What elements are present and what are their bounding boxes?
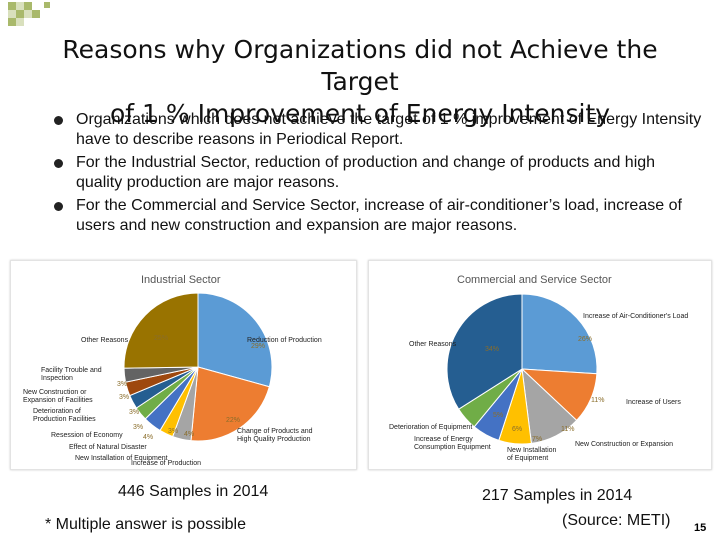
slice-percent-label: 7% xyxy=(532,436,542,443)
commercial-sample-caption: 217 Samples in 2014 xyxy=(482,487,633,504)
slice-category-label: Change of Products and High Quality Produ… xyxy=(237,428,313,443)
slice-category-label: Increase of Energy Consumption Equipment xyxy=(414,436,491,451)
decorative-corner-squares xyxy=(8,2,50,26)
bullet-item: For the Industrial Sector, reduction of … xyxy=(44,153,704,193)
slice-category-label: Increase of Users xyxy=(626,399,681,406)
slice-category-label: New Construction or Expansion of Faciliti… xyxy=(23,389,93,404)
slice-percent-label: 4% xyxy=(143,434,153,441)
pie-slice xyxy=(123,292,199,369)
bullet-text: For the Commercial and Service Sector, i… xyxy=(76,197,682,234)
bullet-text: For the Industrial Sector, reduction of … xyxy=(76,154,656,191)
slide-title: Reasons why Organizations did not Achiev… xyxy=(20,34,700,130)
chart-title: Industrial Sector xyxy=(141,274,221,286)
bullet-list: Organizations which does not achieve the… xyxy=(44,110,704,239)
slice-percent-label: 3% xyxy=(168,428,178,435)
slice-percent-label: 11% xyxy=(591,397,605,404)
slice-category-label: New Installation of Equipment xyxy=(507,447,557,462)
page-number: 15 xyxy=(694,522,707,534)
source-note: (Source: METI) xyxy=(562,512,671,529)
slice-percent-label: 3% xyxy=(129,409,139,416)
slice-category-label: Facility Trouble and Inspection xyxy=(41,367,102,382)
industrial-pie-svg: Industrial Sector 29%Reduction of Product… xyxy=(23,274,322,467)
bullet-dot-icon xyxy=(54,159,63,168)
chart-title: Commercial and Service Sector xyxy=(457,274,612,286)
slice-category-label: Deterioration of Production Facilities xyxy=(33,408,96,423)
slice-percent-label: 34% xyxy=(485,346,499,353)
bullet-dot-icon xyxy=(54,202,63,211)
slice-percent-label: 26% xyxy=(578,336,592,343)
slice-percent-label: 3% xyxy=(119,394,129,401)
slice-percent-label: 6% xyxy=(512,426,522,433)
slice-category-label: New Installation of Equipment xyxy=(75,455,168,462)
pie-slice xyxy=(446,293,523,410)
slice-percent-label: 4% xyxy=(184,431,194,438)
pie-slice xyxy=(190,366,270,442)
industrial-sector-chart: Industrial Sector 29% Reduction of Product… xyxy=(10,260,357,470)
slice-percent-label: 22% xyxy=(226,417,240,424)
bullet-item: Organizations which does not achieve the… xyxy=(44,110,704,150)
pie-slice xyxy=(521,293,598,375)
pie-slice xyxy=(197,292,273,388)
bullet-text: Organizations which does not achieve the… xyxy=(76,111,702,148)
slice-category-label: Other Reasons xyxy=(81,337,129,344)
industrial-sample-caption: 446 Samples in 2014 xyxy=(118,483,269,500)
slide-title-line-2: of 1 % Improvement of Energy Intensity xyxy=(109,99,611,128)
commercial-sector-chart: Commercial and Service Sector 26% Increase… xyxy=(368,260,712,470)
slice-percent-label: 11% xyxy=(561,426,575,433)
slice-category-label: Resession of Economy xyxy=(51,432,123,439)
slice-category-label: Increase of Production xyxy=(131,460,201,467)
slice-percent-label: 25% xyxy=(154,335,168,342)
slice-percent-label: 3% xyxy=(133,424,143,431)
slice-category-label: Effect of Natural Disaster xyxy=(69,444,147,451)
slice-percent-label: 5% xyxy=(493,412,503,419)
bullet-dot-icon xyxy=(54,116,63,125)
slice-category-label: Reduction of Production xyxy=(247,337,322,344)
commercial-pie-svg: Commercial and Service Sector 26% Increase… xyxy=(389,274,688,462)
slice-category-label: Increase of Air-Conditioner's Load xyxy=(583,313,688,320)
slice-percent-label: 3% xyxy=(117,381,127,388)
slice-category-label: Deterioration of Equipment xyxy=(389,424,472,431)
footnote: * Multiple answer is possible xyxy=(45,516,246,533)
slide-title-line-1: Reasons why Organizations did not Achiev… xyxy=(62,35,658,96)
slice-percent-label: 29% xyxy=(251,343,265,350)
bullet-item: For the Commercial and Service Sector, i… xyxy=(44,196,704,236)
slice-category-label: New Construction or Expansion xyxy=(575,441,673,448)
slice-category-label: Other Reasons xyxy=(409,341,457,348)
